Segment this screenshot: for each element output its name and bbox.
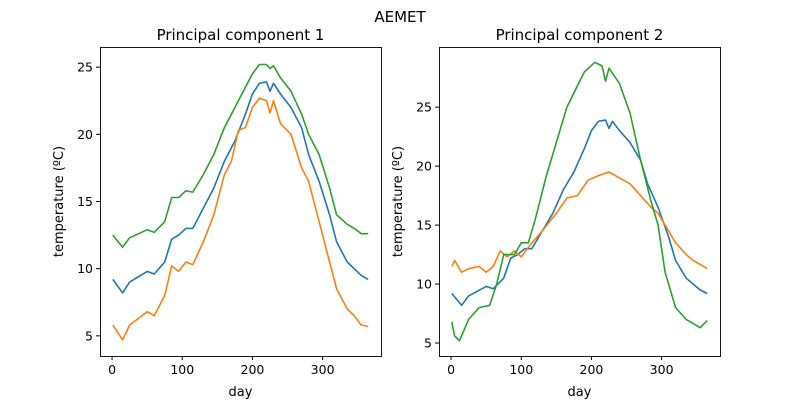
series-line-1	[451, 119, 708, 307]
x-tick-label: 300	[311, 362, 335, 377]
x-tick-label: 200	[241, 362, 265, 377]
figure-title: AEMET	[374, 8, 426, 26]
y-tick-label: 5	[85, 328, 93, 343]
y-tick-label: 15	[77, 194, 93, 209]
y-tick-label: 20	[416, 159, 432, 174]
series-line-3	[451, 61, 708, 342]
panel-title: Principal component 2	[496, 26, 664, 44]
panel-1: Principal component 1 0 100 200 300 5 10 15 20 25…	[52, 26, 382, 400]
y-tick-label: 5	[424, 336, 432, 351]
panel-title: Principal component 1	[157, 26, 325, 44]
x-tick-label: 200	[580, 362, 604, 377]
x-tick-label: 300	[650, 362, 674, 377]
y-tick-label: 25	[77, 60, 93, 75]
series-line-3	[112, 63, 369, 248]
y-tick-label: 10	[77, 261, 93, 276]
panel-2: Principal component 2 0 100 200 300 5 10 15 20 25…	[391, 26, 721, 400]
y-axis-label: temperature (ºC)	[391, 146, 406, 257]
x-tick-label: 0	[447, 362, 455, 377]
x-axis-label: day	[568, 385, 592, 400]
x-tick-label: 100	[509, 362, 533, 377]
y-axis-label: temperature (ºC)	[52, 146, 67, 257]
y-tick-label: 25	[416, 100, 432, 115]
x-tick-label: 100	[170, 362, 194, 377]
series-line-2	[112, 97, 369, 341]
axes-frame	[439, 47, 721, 357]
y-tick-label: 20	[77, 127, 93, 142]
series-line-2	[451, 171, 708, 274]
x-axis-label: day	[229, 385, 253, 400]
axes-frame	[100, 47, 382, 357]
y-tick-label: 10	[416, 277, 432, 292]
y-tick-label: 15	[416, 218, 432, 233]
x-tick-label: 0	[108, 362, 116, 377]
series-line-1	[112, 81, 369, 294]
